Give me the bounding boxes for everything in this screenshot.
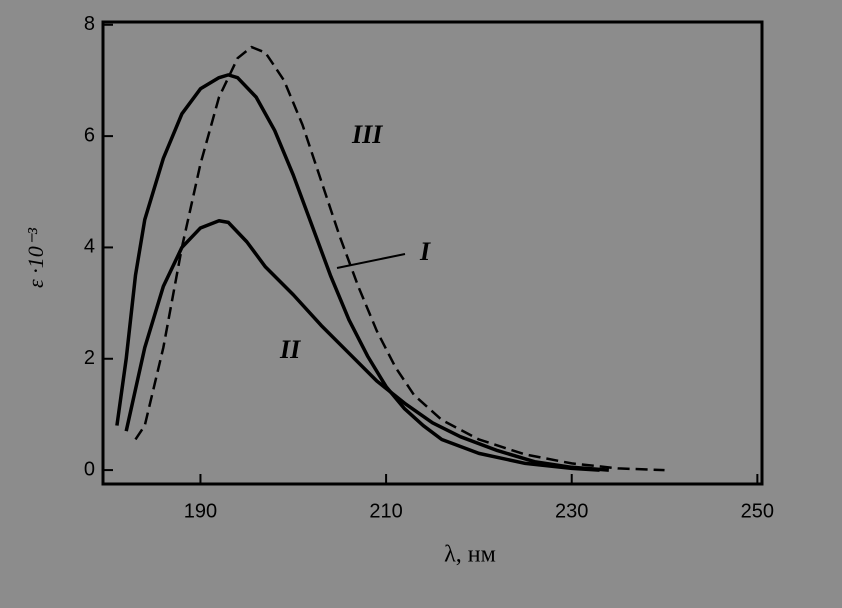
series-label: III <box>351 120 383 149</box>
x-axis-label: λ, нм <box>444 542 496 568</box>
y-tick-label: 2 <box>84 347 95 369</box>
series-label: I <box>419 237 431 266</box>
x-tick-label: 190 <box>184 500 217 522</box>
curve <box>115 73 600 472</box>
y-tick-label: 4 <box>84 236 95 258</box>
y-tick-label: 0 <box>84 458 95 480</box>
leader-line <box>336 253 406 269</box>
series-label: II <box>279 335 301 364</box>
y-tick-label: 8 <box>84 13 95 35</box>
x-tick-label: 230 <box>555 500 588 522</box>
y-axis-label: ε ·10⁻³ <box>23 228 48 288</box>
y-tick-label: 6 <box>84 124 95 146</box>
curve <box>124 218 609 472</box>
x-tick-label: 250 <box>741 500 774 522</box>
x-tick-label: 210 <box>369 500 402 522</box>
curve <box>134 45 665 472</box>
plot-frame <box>101 20 764 486</box>
